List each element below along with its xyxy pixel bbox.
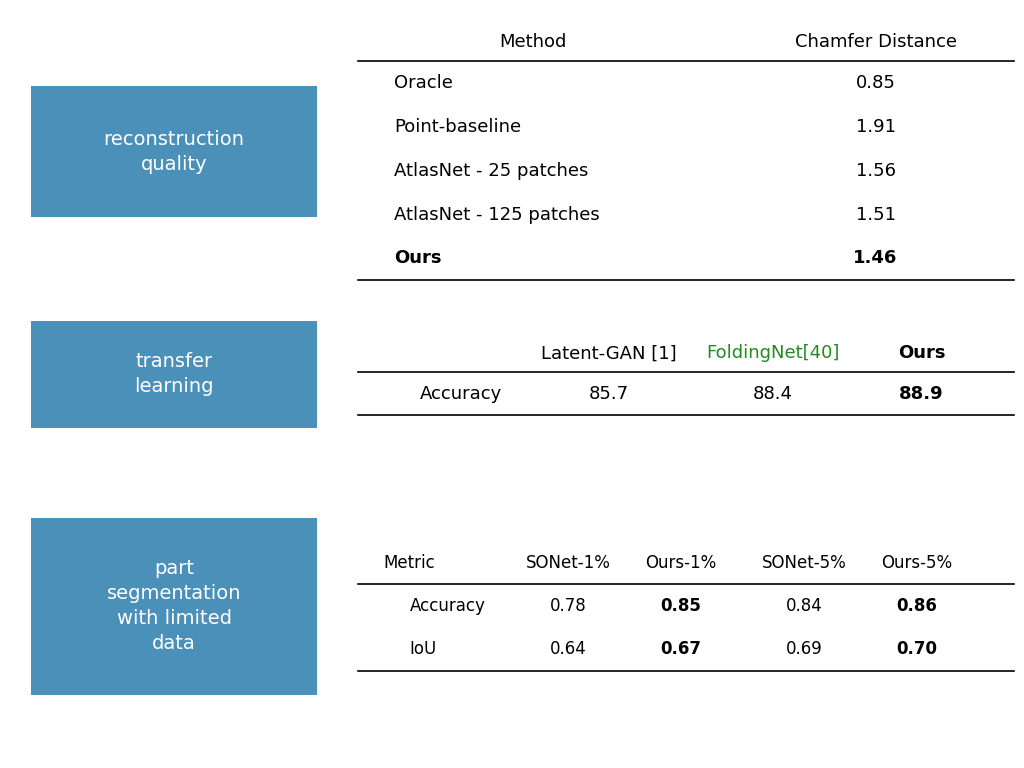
Text: AtlasNet - 25 patches: AtlasNet - 25 patches xyxy=(394,162,589,180)
Text: Method: Method xyxy=(499,33,566,51)
Text: Accuracy: Accuracy xyxy=(420,385,502,402)
Text: Ours-1%: Ours-1% xyxy=(645,554,717,571)
Text: Oracle: Oracle xyxy=(394,74,453,92)
Text: 88.4: 88.4 xyxy=(753,385,794,402)
Text: 1.46: 1.46 xyxy=(853,250,898,267)
Text: Chamfer Distance: Chamfer Distance xyxy=(795,33,956,51)
Text: AtlasNet - 125 patches: AtlasNet - 125 patches xyxy=(394,206,600,223)
Text: Ours: Ours xyxy=(898,344,945,362)
Text: 85.7: 85.7 xyxy=(589,385,630,402)
Text: 0.64: 0.64 xyxy=(550,641,587,658)
Text: 0.85: 0.85 xyxy=(660,597,701,614)
Text: 1.56: 1.56 xyxy=(855,162,896,180)
Text: 0.70: 0.70 xyxy=(896,641,937,658)
Text: 0.85: 0.85 xyxy=(856,74,895,92)
Text: 1.91: 1.91 xyxy=(855,118,896,136)
Text: Accuracy: Accuracy xyxy=(410,597,485,614)
Text: 1.51: 1.51 xyxy=(855,206,896,223)
Text: Point-baseline: Point-baseline xyxy=(394,118,521,136)
Text: 0.67: 0.67 xyxy=(660,641,701,658)
FancyBboxPatch shape xyxy=(31,321,317,429)
Text: 0.69: 0.69 xyxy=(785,641,822,658)
Text: 0.84: 0.84 xyxy=(785,597,822,614)
FancyBboxPatch shape xyxy=(31,518,317,694)
Text: 0.86: 0.86 xyxy=(896,597,937,614)
Text: reconstruction
quality: reconstruction quality xyxy=(103,130,245,174)
Text: Latent-GAN [1]: Latent-GAN [1] xyxy=(542,344,677,362)
Text: Ours-5%: Ours-5% xyxy=(881,554,952,571)
Text: part
segmentation
with limited
data: part segmentation with limited data xyxy=(106,559,242,654)
Text: Metric: Metric xyxy=(384,554,435,571)
Text: transfer
learning: transfer learning xyxy=(134,353,214,396)
Text: FoldingNet[40]: FoldingNet[40] xyxy=(707,344,840,362)
Text: 0.78: 0.78 xyxy=(550,597,587,614)
FancyBboxPatch shape xyxy=(31,87,317,217)
Text: IoU: IoU xyxy=(410,641,437,658)
Text: 88.9: 88.9 xyxy=(899,385,944,402)
Text: SONet-5%: SONet-5% xyxy=(762,554,846,571)
Text: Ours: Ours xyxy=(394,250,441,267)
Text: SONet-1%: SONet-1% xyxy=(526,554,610,571)
